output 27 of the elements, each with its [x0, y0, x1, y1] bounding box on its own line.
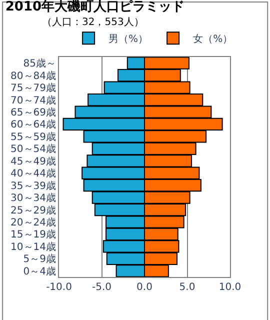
y-tick-label: 85歳～ — [23, 58, 56, 70]
chart-title: 2010年大磯町人口ピラミッド — [5, 0, 185, 15]
y-tick-label: 35～39歳 — [10, 180, 56, 192]
legend-label: 男（%） — [108, 34, 148, 45]
legend-label: 女（%） — [193, 33, 233, 45]
y-tick-label: 80～84歳 — [10, 70, 56, 82]
y-tick-label: 5～9歳 — [23, 253, 56, 266]
y-tick-label: 10～14歳 — [10, 240, 56, 253]
x-tick-label: -10.0 — [46, 282, 72, 293]
y-tick-label: 65～69歳 — [10, 106, 56, 118]
chart-subtitle: （人口：32，553人） — [42, 17, 144, 28]
y-tick-label: 60～64歳 — [10, 118, 56, 131]
y-tick-label: 25～29歳 — [10, 204, 56, 216]
x-tick-label: 10.0 — [218, 282, 242, 293]
y-tick-label: 40～44歳 — [10, 168, 56, 180]
x-tick-label: -5.0 — [92, 282, 112, 293]
y-tick-label: 45～49歳 — [10, 155, 56, 168]
x-tick-label: 5.0 — [179, 282, 196, 293]
y-tick-label: 20～24歳 — [10, 216, 56, 228]
y-tick-label: 30～34歳 — [10, 192, 56, 204]
y-tick-label: 0～4歳 — [23, 265, 56, 278]
y-tick-label: 75～79歳 — [10, 82, 56, 94]
x-tick-label: 0.0 — [136, 282, 152, 293]
y-tick-label: 70～74歳 — [10, 94, 56, 106]
y-tick-label: 55～59歳 — [10, 130, 56, 143]
y-tick-label: 15～19歳 — [10, 228, 56, 241]
y-tick-label: 50～54歳 — [10, 143, 56, 156]
